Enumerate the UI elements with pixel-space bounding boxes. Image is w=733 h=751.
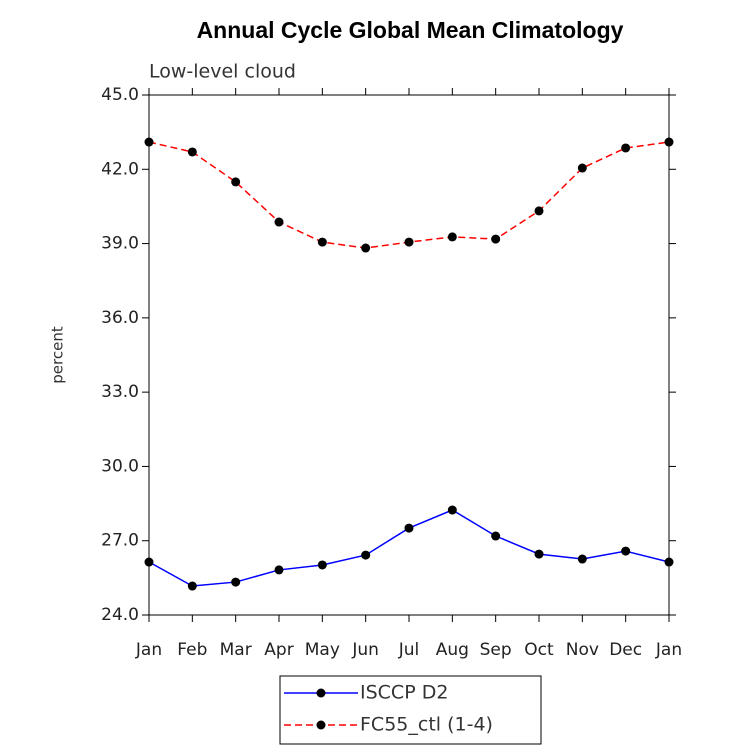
y-tick-label: 42.0 [101, 159, 139, 179]
series-line [148, 509, 670, 587]
x-tick-label: Mar [220, 640, 252, 660]
chart-title: Annual Cycle Global Mean Climatology [197, 17, 624, 43]
y-tick-label: 33.0 [101, 382, 139, 402]
data-point [361, 243, 371, 253]
data-point [361, 550, 371, 560]
y-tick-label: 24.0 [101, 605, 139, 625]
data-point [664, 557, 674, 567]
y-tick-label: 27.0 [101, 531, 139, 551]
data-point [187, 147, 197, 157]
data-point [144, 557, 154, 567]
x-tick-label: Nov [566, 640, 599, 660]
data-point [404, 237, 414, 247]
data-point [231, 177, 241, 187]
data-point [447, 505, 457, 515]
y-axis-label: percent [49, 326, 67, 384]
x-tick-label: Jan [655, 640, 682, 660]
legend-marker [316, 688, 326, 698]
data-point [317, 237, 327, 247]
x-tick-label: Jul [398, 640, 420, 660]
x-tick-label: Feb [177, 640, 207, 660]
x-tick-label: Sep [480, 640, 512, 660]
data-point [577, 163, 587, 173]
data-point [144, 137, 154, 147]
series-line [148, 141, 670, 249]
data-point [231, 577, 241, 587]
data-point [664, 137, 674, 147]
data-point [491, 234, 501, 244]
data-point [317, 560, 327, 570]
x-tick-label: Oct [524, 640, 554, 660]
data-point [404, 523, 414, 533]
legend-label: FC55_ctl (1-4) [360, 714, 493, 736]
x-tick-label: May [305, 640, 340, 660]
y-tick-label: 30.0 [101, 456, 139, 476]
y-tick-label: 45.0 [101, 85, 139, 105]
x-tick-label: Aug [436, 640, 469, 660]
data-point [447, 232, 457, 242]
chart-subtitle: Low-level cloud [149, 61, 296, 83]
data-point [621, 143, 631, 153]
data-point [274, 217, 284, 227]
data-point [534, 549, 544, 559]
legend-marker [316, 720, 326, 730]
x-tick-label: Dec [609, 640, 642, 660]
data-point [621, 546, 631, 556]
legend-label: ISCCP D2 [360, 682, 448, 704]
data-point [274, 565, 284, 575]
data-point [577, 554, 587, 564]
x-tick-label: Jun [351, 640, 379, 660]
y-tick-label: 36.0 [101, 308, 139, 328]
legend-box [279, 675, 542, 745]
x-tick-label: Jan [135, 640, 162, 660]
data-point [187, 581, 197, 591]
plot-frame [148, 94, 670, 616]
x-tick-label: Apr [264, 640, 293, 660]
data-point [491, 531, 501, 541]
data-point [534, 206, 544, 216]
y-tick-label: 39.0 [101, 234, 139, 254]
